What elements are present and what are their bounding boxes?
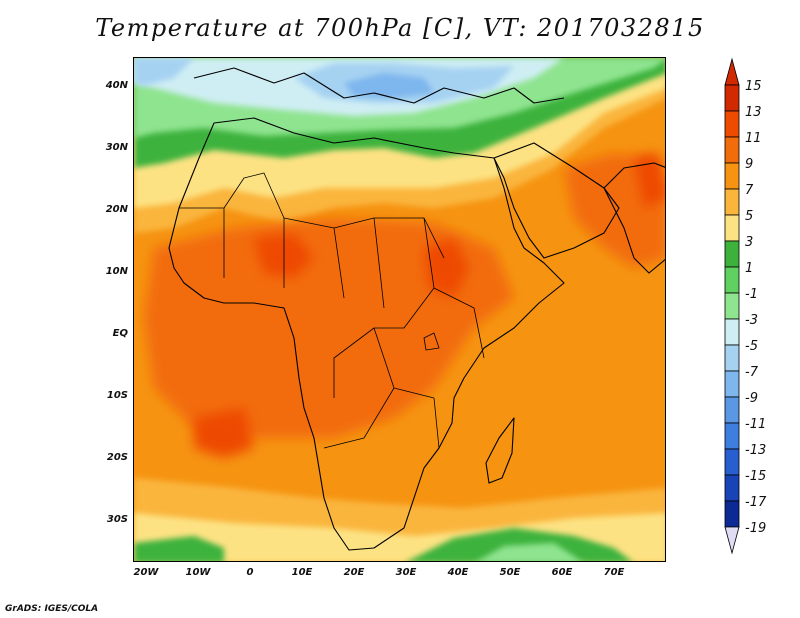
colorbar-swatch [724, 110, 740, 138]
band-1-south-east [477, 543, 581, 561]
band-3-south-east [408, 528, 632, 561]
borders-east [323, 217, 485, 449]
colorbar-label: 15 [745, 79, 762, 94]
colorbar-label: -11 [745, 417, 767, 432]
colorbar-label: -7 [745, 365, 758, 380]
footer-credit: GrADS: IGES/COLA [5, 604, 99, 614]
lat-label: 30S [106, 514, 128, 525]
band-3-south [134, 536, 224, 561]
lon-label: 10W [185, 567, 211, 578]
temperature-field [134, 58, 665, 561]
lake-victoria [423, 332, 440, 351]
colorbar-swatch [724, 500, 740, 528]
colorbar-swatch [724, 214, 740, 242]
colorbar-swatch [724, 292, 740, 320]
lat-label: EQ [112, 328, 128, 339]
lon-label: 10E [291, 567, 313, 578]
colorbar-label: 11 [745, 131, 762, 146]
lat-label: 40N [105, 80, 128, 91]
temperature-map [134, 58, 665, 561]
colorbar-label: -19 [745, 521, 767, 536]
colorbar-swatch [724, 474, 740, 502]
colorbar-swatch [724, 370, 740, 398]
colorbar-label: 5 [745, 209, 754, 224]
colorbar-label: 9 [745, 157, 754, 172]
map-panel [133, 57, 666, 562]
borders-west [179, 172, 445, 309]
madagascar-coastline [485, 417, 515, 484]
colorbar [724, 57, 740, 555]
colorbar-swatch [724, 266, 740, 294]
hot-spot-east [424, 238, 469, 298]
lat-label: 10S [106, 390, 128, 401]
lat-label: 30N [105, 142, 128, 153]
colorbar-swatch [724, 318, 740, 346]
colorbar-label: -9 [745, 391, 758, 406]
colorbar-swatch [724, 344, 740, 372]
colorbar-swatch [724, 162, 740, 190]
warm-core-sahel [144, 218, 514, 438]
coastlines [168, 67, 665, 551]
india-coastline [603, 162, 665, 274]
arabia-coastline [493, 142, 620, 259]
colorbar-arrow-top [724, 57, 740, 86]
colorbar-swatch [724, 396, 740, 424]
colorbar-swatch [724, 188, 740, 216]
band-cold-west [134, 58, 194, 86]
colorbar-label: -1 [745, 287, 758, 302]
colorbar-label: -5 [745, 339, 758, 354]
lon-label: 0 [246, 567, 254, 578]
lon-label: 60E [551, 567, 573, 578]
lon-label: 50E [499, 567, 521, 578]
colorbar-arrow-bottom [724, 526, 740, 555]
colorbar-swatch [724, 422, 740, 450]
page-title: Temperature at 700hPa [C], VT: 201703281… [95, 14, 705, 42]
hot-spot-india [634, 153, 665, 208]
colorbar-label: -17 [745, 495, 767, 510]
colorbar-swatch [724, 84, 740, 112]
colorbar-label: -13 [745, 443, 767, 458]
colorbar-label: 3 [745, 235, 754, 250]
lat-label: 10N [105, 266, 128, 277]
lon-label: 40E [447, 567, 469, 578]
africa-coastline [168, 117, 565, 551]
colorbar-label: 1 [745, 261, 754, 276]
europe-coastline [193, 67, 565, 104]
lat-label: 20S [106, 452, 128, 463]
lon-label: 20W [133, 567, 159, 578]
colorbar-label: 13 [745, 105, 762, 120]
colorbar-label: -15 [745, 469, 767, 484]
lon-label: 20E [343, 567, 365, 578]
hot-spot-atlantic [194, 408, 254, 458]
lon-label: 30E [395, 567, 417, 578]
band-cold-core [344, 73, 434, 98]
colorbar-label: 7 [745, 183, 754, 198]
colorbar-swatch [724, 240, 740, 268]
lon-label: 70E [603, 567, 625, 578]
colorbar-label: -3 [745, 313, 758, 328]
colorbar-swatch [724, 136, 740, 164]
lat-label: 20N [105, 204, 128, 215]
colorbar-swatch [724, 448, 740, 476]
